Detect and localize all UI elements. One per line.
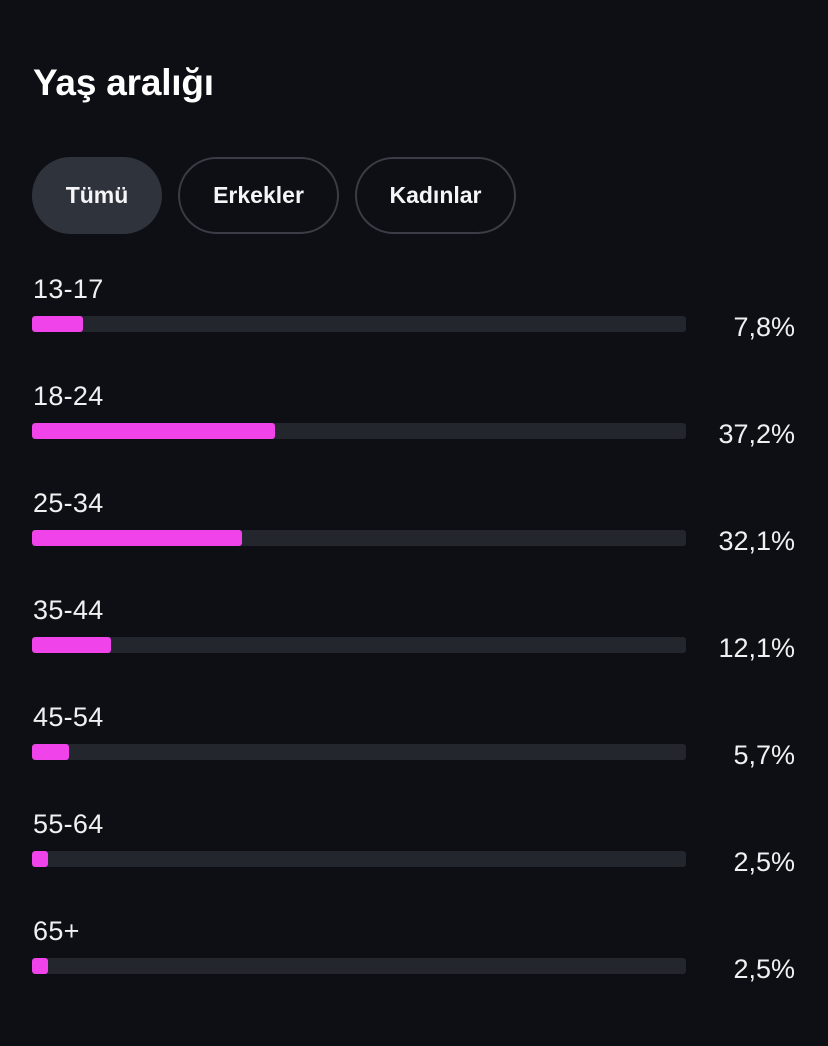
bar-row: 13-17 7,8% (0, 274, 828, 374)
bar-row: 65+ 2,5% (0, 916, 828, 1016)
bar-track (32, 958, 686, 974)
bar-category-label: 25-34 (33, 488, 104, 518)
bar-value-label: 7,8% (733, 312, 795, 342)
bar-track (32, 744, 686, 760)
bar-row: 55-64 2,5% (0, 809, 828, 909)
bar-row: 35-44 12,1% (0, 595, 828, 695)
bar-fill (32, 316, 83, 332)
bar-track (32, 851, 686, 867)
bar-track (32, 316, 686, 332)
bar-fill (32, 530, 242, 546)
bar-category-label: 65+ (33, 916, 80, 946)
bar-category-label: 35-44 (33, 595, 104, 625)
filter-chip-women[interactable]: Kadınlar (355, 157, 516, 234)
bar-row: 18-24 37,2% (0, 381, 828, 481)
bar-value-label: 37,2% (718, 419, 795, 449)
bar-category-label: 13-17 (33, 274, 104, 304)
bar-fill (32, 637, 111, 653)
bar-row: 45-54 5,7% (0, 702, 828, 802)
bar-value-label: 32,1% (718, 526, 795, 556)
bar-category-label: 55-64 (33, 809, 104, 839)
bar-value-label: 5,7% (733, 740, 795, 770)
filter-chip-men[interactable]: Erkekler (178, 157, 339, 234)
bar-fill (32, 423, 275, 439)
bar-value-label: 12,1% (718, 633, 795, 663)
page-title: Yaş aralığı (33, 62, 214, 103)
bar-track (32, 423, 686, 439)
bar-category-label: 45-54 (33, 702, 104, 732)
bar-row: 25-34 32,1% (0, 488, 828, 588)
bar-track (32, 637, 686, 653)
filter-chip-all[interactable]: Tümü (32, 157, 162, 234)
bar-category-label: 18-24 (33, 381, 104, 411)
filter-chips: Tümü Erkekler Kadınlar (32, 157, 516, 234)
bar-track (32, 530, 686, 546)
bar-value-label: 2,5% (733, 954, 795, 984)
bar-fill (32, 958, 48, 974)
bar-fill (32, 744, 69, 760)
bar-fill (32, 851, 48, 867)
bar-value-label: 2,5% (733, 847, 795, 877)
